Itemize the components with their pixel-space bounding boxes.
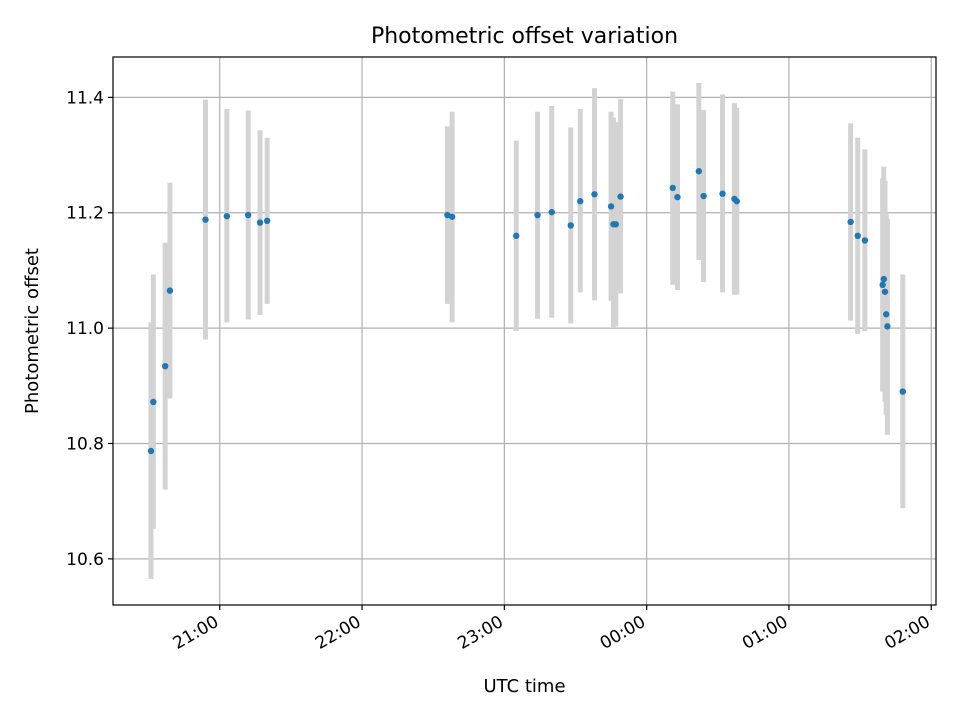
data-point bbox=[223, 213, 231, 220]
data-point bbox=[854, 232, 861, 240]
data-point bbox=[161, 362, 169, 370]
plot-area-frame bbox=[112, 56, 937, 606]
data-point bbox=[548, 208, 555, 216]
y-axis-ticks: 10.6 10.8 11.0 11.2 11.4 bbox=[66, 88, 113, 570]
data-point bbox=[899, 388, 906, 395]
y-tick-label: 11.0 bbox=[66, 319, 104, 339]
data-point bbox=[244, 211, 252, 219]
grid-lines bbox=[113, 57, 936, 605]
y-tick-label: 10.6 bbox=[66, 550, 104, 570]
data-point bbox=[567, 222, 574, 229]
y-tick-label: 10.8 bbox=[66, 434, 104, 454]
data-point bbox=[263, 217, 271, 225]
x-axis-label: UTC time bbox=[483, 676, 565, 697]
data-point bbox=[150, 398, 157, 406]
data-point bbox=[534, 211, 541, 219]
data-point bbox=[879, 281, 886, 289]
data-point bbox=[881, 288, 889, 295]
data-point bbox=[700, 192, 707, 200]
data-point bbox=[733, 198, 740, 205]
data-point bbox=[512, 232, 520, 240]
data-point bbox=[674, 193, 681, 201]
data-point bbox=[847, 218, 854, 226]
data-point bbox=[617, 193, 624, 200]
data-point bbox=[591, 191, 598, 198]
data-point bbox=[695, 168, 703, 175]
data-point bbox=[256, 219, 264, 226]
chart-title: Photometric offset variation bbox=[371, 24, 678, 49]
data-point bbox=[884, 323, 891, 330]
data-point bbox=[147, 447, 155, 455]
data-point bbox=[861, 237, 869, 244]
data-point bbox=[669, 184, 676, 192]
y-tick-label: 11.4 bbox=[66, 88, 104, 108]
data-point bbox=[719, 190, 726, 197]
data-point bbox=[448, 213, 456, 220]
y-tick-label: 11.2 bbox=[66, 204, 104, 224]
data-point bbox=[607, 203, 615, 210]
data-points bbox=[147, 168, 906, 455]
data-point bbox=[166, 287, 174, 294]
data-point bbox=[882, 311, 890, 318]
data-point bbox=[202, 216, 209, 223]
y-axis-label: Photometric offset bbox=[22, 248, 43, 414]
data-point bbox=[577, 198, 584, 205]
data-point bbox=[880, 275, 888, 283]
data-point bbox=[612, 221, 620, 228]
